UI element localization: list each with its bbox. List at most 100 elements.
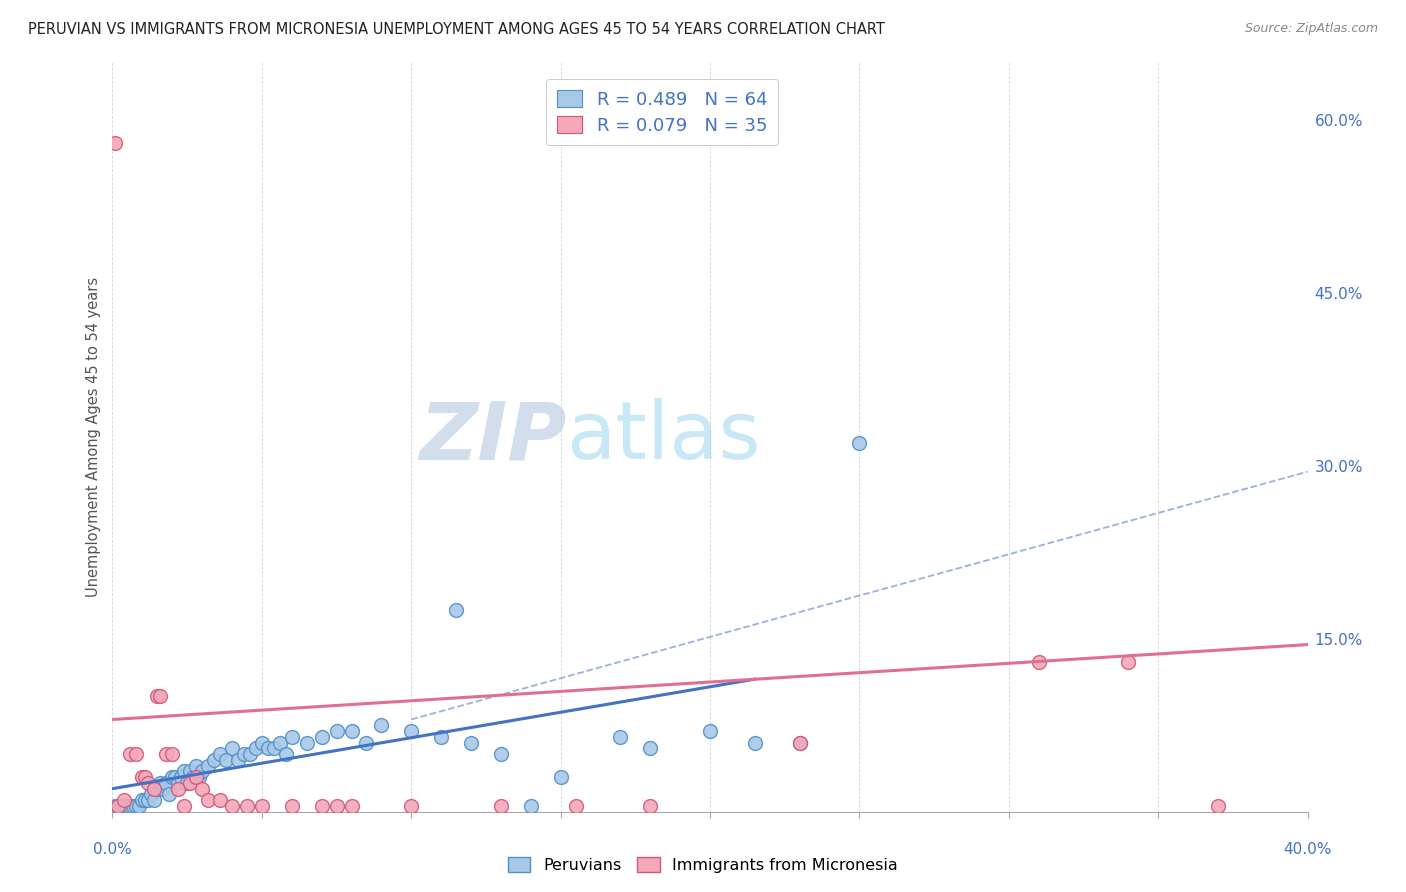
Point (209, 793, 232, 807)
Point (520, 799, 543, 814)
Point (125, 799, 148, 814)
Point (564, 799, 586, 814)
Text: Source: ZipAtlas.com: Source: ZipAtlas.com (1244, 22, 1378, 36)
Point (401, 799, 423, 814)
Point (120, 747, 142, 761)
Point (149, 690, 172, 704)
Point (176, 776, 198, 790)
Point (131, 793, 153, 807)
Point (114, 793, 135, 807)
Point (1118, 655, 1140, 669)
Point (122, 799, 145, 814)
Point (120, 799, 142, 814)
Point (311, 799, 333, 814)
Point (489, 799, 512, 814)
Text: 0.0%: 0.0% (93, 842, 132, 857)
Point (263, 741, 285, 756)
Point (179, 776, 201, 790)
Point (191, 764, 214, 779)
Point (221, 741, 243, 756)
Legend: Peruvians, Immigrants from Micronesia: Peruvians, Immigrants from Micronesia (502, 851, 904, 880)
Point (325, 724, 347, 739)
Point (444, 603, 467, 617)
Legend: R = 0.489   N = 64, R = 0.079   N = 35: R = 0.489 N = 64, R = 0.079 N = 35 (547, 79, 778, 145)
Point (188, 770, 211, 784)
Y-axis label: Unemployment Among Ages 45 to 54 years: Unemployment Among Ages 45 to 54 years (86, 277, 101, 597)
Point (226, 753, 249, 767)
Point (281, 730, 304, 744)
Point (131, 770, 153, 784)
Point (295, 735, 318, 749)
Point (143, 781, 166, 796)
Point (239, 747, 262, 761)
Point (325, 799, 347, 814)
Point (138, 793, 160, 807)
Point (1028, 655, 1050, 669)
Point (257, 741, 280, 756)
Point (186, 758, 208, 772)
Point (215, 753, 238, 767)
Point (162, 747, 183, 761)
Point (165, 770, 187, 784)
Point (202, 753, 225, 767)
Point (141, 788, 163, 802)
Point (340, 799, 363, 814)
Point (250, 799, 273, 814)
Point (146, 690, 169, 704)
Point (250, 735, 273, 749)
Point (134, 793, 156, 807)
Point (155, 776, 177, 790)
Point (233, 747, 256, 761)
Point (149, 776, 172, 790)
Point (245, 741, 267, 756)
Point (181, 770, 204, 784)
Point (281, 799, 304, 814)
Point (236, 799, 259, 814)
Point (134, 770, 156, 784)
Point (107, 799, 129, 814)
Point (269, 735, 291, 749)
Point (311, 730, 333, 744)
Point (146, 781, 169, 796)
Point (609, 730, 631, 744)
Point (157, 788, 180, 802)
Point (197, 793, 219, 807)
Point (340, 724, 363, 739)
Point (167, 781, 190, 796)
Point (167, 776, 190, 790)
Text: PERUVIAN VS IMMIGRANTS FROM MICRONESIA UNEMPLOYMENT AMONG AGES 45 TO 54 YEARS CO: PERUVIAN VS IMMIGRANTS FROM MICRONESIA U… (28, 22, 884, 37)
Point (550, 770, 572, 784)
Text: atlas: atlas (567, 398, 761, 476)
Point (155, 747, 177, 761)
Point (170, 770, 193, 784)
Point (489, 747, 512, 761)
Point (1206, 799, 1229, 814)
Point (128, 799, 150, 814)
Point (186, 770, 208, 784)
Point (114, 799, 135, 814)
Point (221, 799, 243, 814)
Point (138, 776, 160, 790)
Point (274, 747, 297, 761)
Point (640, 799, 662, 814)
Point (848, 435, 870, 450)
Point (191, 781, 214, 796)
Text: 40.0%: 40.0% (1284, 842, 1331, 857)
Point (197, 758, 219, 772)
Point (430, 730, 453, 744)
Point (117, 799, 139, 814)
Point (699, 724, 721, 739)
Point (460, 735, 482, 749)
Point (110, 799, 132, 814)
Text: ZIP: ZIP (419, 398, 567, 476)
Point (370, 718, 392, 732)
Point (143, 793, 166, 807)
Point (640, 741, 662, 756)
Point (107, 799, 129, 814)
Point (173, 799, 195, 814)
Point (789, 735, 811, 749)
Point (173, 764, 195, 779)
Point (356, 735, 378, 749)
Point (179, 764, 201, 779)
Point (401, 724, 423, 739)
